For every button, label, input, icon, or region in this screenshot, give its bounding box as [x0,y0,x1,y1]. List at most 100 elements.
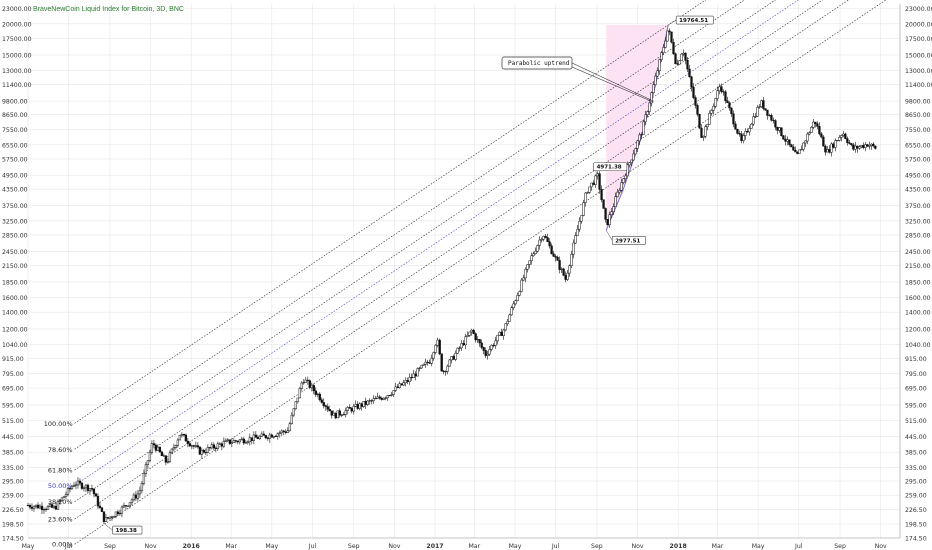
candle-body [540,238,543,241]
candle-body [752,116,755,125]
candle-body [648,102,651,112]
candle-body [512,303,515,309]
annotation-box [593,162,628,172]
candle-body [218,443,222,445]
candle-body [274,435,277,437]
candle-body [448,359,451,367]
candle-body [64,494,68,497]
candle-body [638,134,641,142]
candle-body [754,116,757,118]
candle-body [704,126,707,137]
candle-body [522,277,525,281]
candle-body [342,414,345,416]
candle-body [518,291,521,296]
candle-body [92,488,96,495]
y-tick-label-right: 795.00 [905,371,927,378]
candle-body [168,452,172,462]
candle-body [460,343,463,349]
candle-body [566,272,569,280]
x-tick-label: May [509,543,522,550]
candle-body [484,350,487,356]
candle-body [652,84,655,93]
candle-body [164,455,168,463]
candle-body [98,505,102,509]
candle-body [216,443,220,449]
candle-body [424,361,427,365]
candle-body [394,386,397,391]
annotation-box [611,236,646,245]
candle-body [356,403,359,409]
candle-body [826,149,829,153]
candle-body [590,182,593,188]
x-tick-label: Nov [875,543,887,550]
candle-body [446,365,449,372]
candle-body [694,97,697,106]
candle-body [396,386,399,388]
candle-body [428,362,431,364]
candle-body [56,501,60,510]
y-tick-label-left: 5750.00 [2,156,28,163]
candle-body [684,52,687,61]
y-tick-label-left: 2150.00 [2,263,28,270]
candle-body [130,499,134,503]
candle-body [706,124,709,128]
y-tick-label-right: 695.00 [905,386,927,393]
y-tick-label-right: 1200.00 [905,326,931,333]
candle-body [772,119,775,122]
candle-body [88,488,92,491]
candle-body [382,397,385,400]
candle-body [256,437,259,440]
candle-body [614,196,617,207]
candle-body [698,114,701,129]
candle-body [278,432,281,434]
candle-body [156,446,160,451]
x-tick-label: Sep [834,543,846,550]
candle-body [716,90,719,99]
candle-body [126,505,130,507]
candle-body [418,367,421,369]
candle-body [780,127,783,137]
candle-body [836,140,839,142]
candle-body [108,516,112,519]
candle-body [732,113,735,125]
candle-body [468,331,471,336]
candle-body [556,257,559,261]
annotation-box [675,15,714,25]
candle-body [124,505,128,507]
y-tick-label-left: 1040.00 [2,342,28,349]
annotation-leader [606,230,613,241]
y-tick-label-right: 3750.00 [905,203,931,210]
candle-body [474,333,477,341]
candle-body [670,31,673,43]
x-tick-label: May [22,543,35,550]
candle-body [230,442,233,444]
candle-body [258,436,261,440]
candle-body [714,98,717,107]
candle-body [30,506,34,509]
candle-body [762,100,765,109]
y-tick-label-left: 4350.00 [2,187,28,194]
x-tick-label: Mar [468,543,480,550]
candle-body [366,400,369,405]
candle-body [198,446,202,455]
candle-body [798,149,801,154]
candle-body [476,339,479,341]
y-tick-label-right: 6550.00 [905,142,931,149]
candle-body [634,148,637,155]
candle-body [850,143,853,146]
candle-body [434,344,437,353]
candle-body [504,323,507,331]
candle-body [340,414,343,416]
candle-body [452,356,455,360]
candle-body [360,403,363,407]
candle-body [796,151,799,154]
candle-body [186,440,190,444]
candle-body [808,132,811,135]
candle-body [758,106,761,108]
candle-body [362,401,365,407]
candle-body [824,145,827,153]
candle-body [302,382,305,384]
x-tick-label: Jul [551,543,560,550]
x-tick-label: Sep [591,543,603,550]
